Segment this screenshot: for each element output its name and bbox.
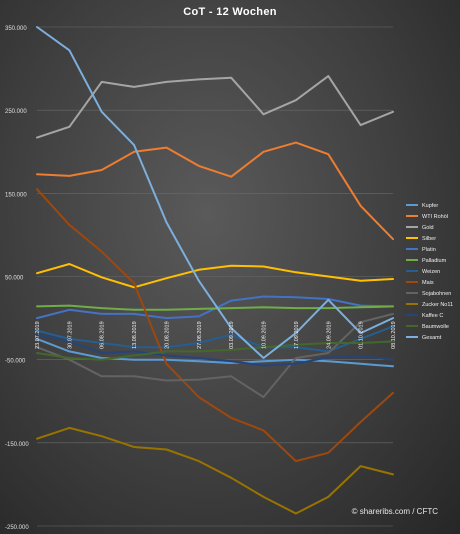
- legend-label: Silber: [422, 236, 436, 242]
- legend-label: Mais: [422, 280, 434, 286]
- chart-title: CoT - 12 Wochen: [183, 6, 277, 18]
- x-tick-label: 08.10.2019: [391, 321, 397, 349]
- series-line: [36, 312, 394, 399]
- series-line: [36, 333, 394, 367]
- x-tick-label: 06.08.2019: [100, 321, 106, 349]
- legend-label: Weizen: [422, 269, 440, 275]
- x-tick-label: 30.07.2019: [67, 321, 73, 349]
- legend-label: Gesamt: [422, 335, 442, 341]
- series-line: [36, 26, 394, 359]
- series-line: [36, 340, 394, 361]
- x-tick-label: 24.09.2019: [326, 321, 332, 349]
- x-tick-label: 01.10.2019: [359, 321, 365, 349]
- y-tick-label: 150.000: [5, 192, 27, 198]
- legend-label: Sojabohnen: [422, 291, 451, 297]
- series-line: [36, 75, 394, 139]
- legend-label: Kaffee C: [422, 313, 443, 319]
- x-axis: 23.07.2019 30.07.2019 06.08.2019 13.08.2019…: [35, 321, 397, 349]
- series-line: [36, 337, 394, 368]
- series-line: [36, 304, 394, 311]
- y-tick-label: 350.000: [5, 26, 27, 32]
- y-tick-label: 250.000: [5, 109, 27, 115]
- series-line: [36, 263, 394, 289]
- legend: Kupfer WTI Rohöl Gold Silber Platin Palladium…: [406, 203, 453, 341]
- legend-label: Platin: [422, 247, 436, 253]
- x-tick-label: 03.09.2019: [229, 321, 235, 349]
- series-line: [36, 426, 394, 515]
- series-line: [36, 188, 394, 463]
- x-tick-label: 13.08.2019: [132, 321, 138, 349]
- x-tick-label: 10.09.2019: [262, 321, 268, 349]
- y-axis: 350.000 250.000 150.000 50.000 -50.000 -150.0…: [5, 26, 29, 531]
- x-tick-label: 17.09.2019: [294, 321, 300, 349]
- legend-label: Palladium: [422, 258, 447, 264]
- x-tick-label: 23.07.2019: [35, 321, 41, 349]
- source-credit: © shareribs.com / CFTC: [351, 507, 438, 516]
- series-line: [36, 325, 394, 353]
- y-tick-label: -250.000: [5, 525, 29, 531]
- series-line: [36, 141, 394, 241]
- x-tick-label: 27.08.2019: [197, 321, 203, 349]
- y-tick-label: 50.000: [5, 276, 24, 282]
- legend-label: Baumwolle: [422, 324, 449, 330]
- legend-label: Gold: [422, 225, 434, 231]
- legend-label: WTI Rohöl: [422, 214, 448, 220]
- legend-label: Kupfer: [422, 203, 438, 209]
- series-lines: [36, 26, 394, 515]
- legend-label: Zucker No11: [422, 302, 453, 308]
- y-tick-label: -50.000: [5, 359, 26, 365]
- grid-lines: [37, 26, 393, 527]
- y-tick-label: -150.000: [5, 442, 29, 448]
- x-tick-label: 20.08.2019: [165, 321, 171, 349]
